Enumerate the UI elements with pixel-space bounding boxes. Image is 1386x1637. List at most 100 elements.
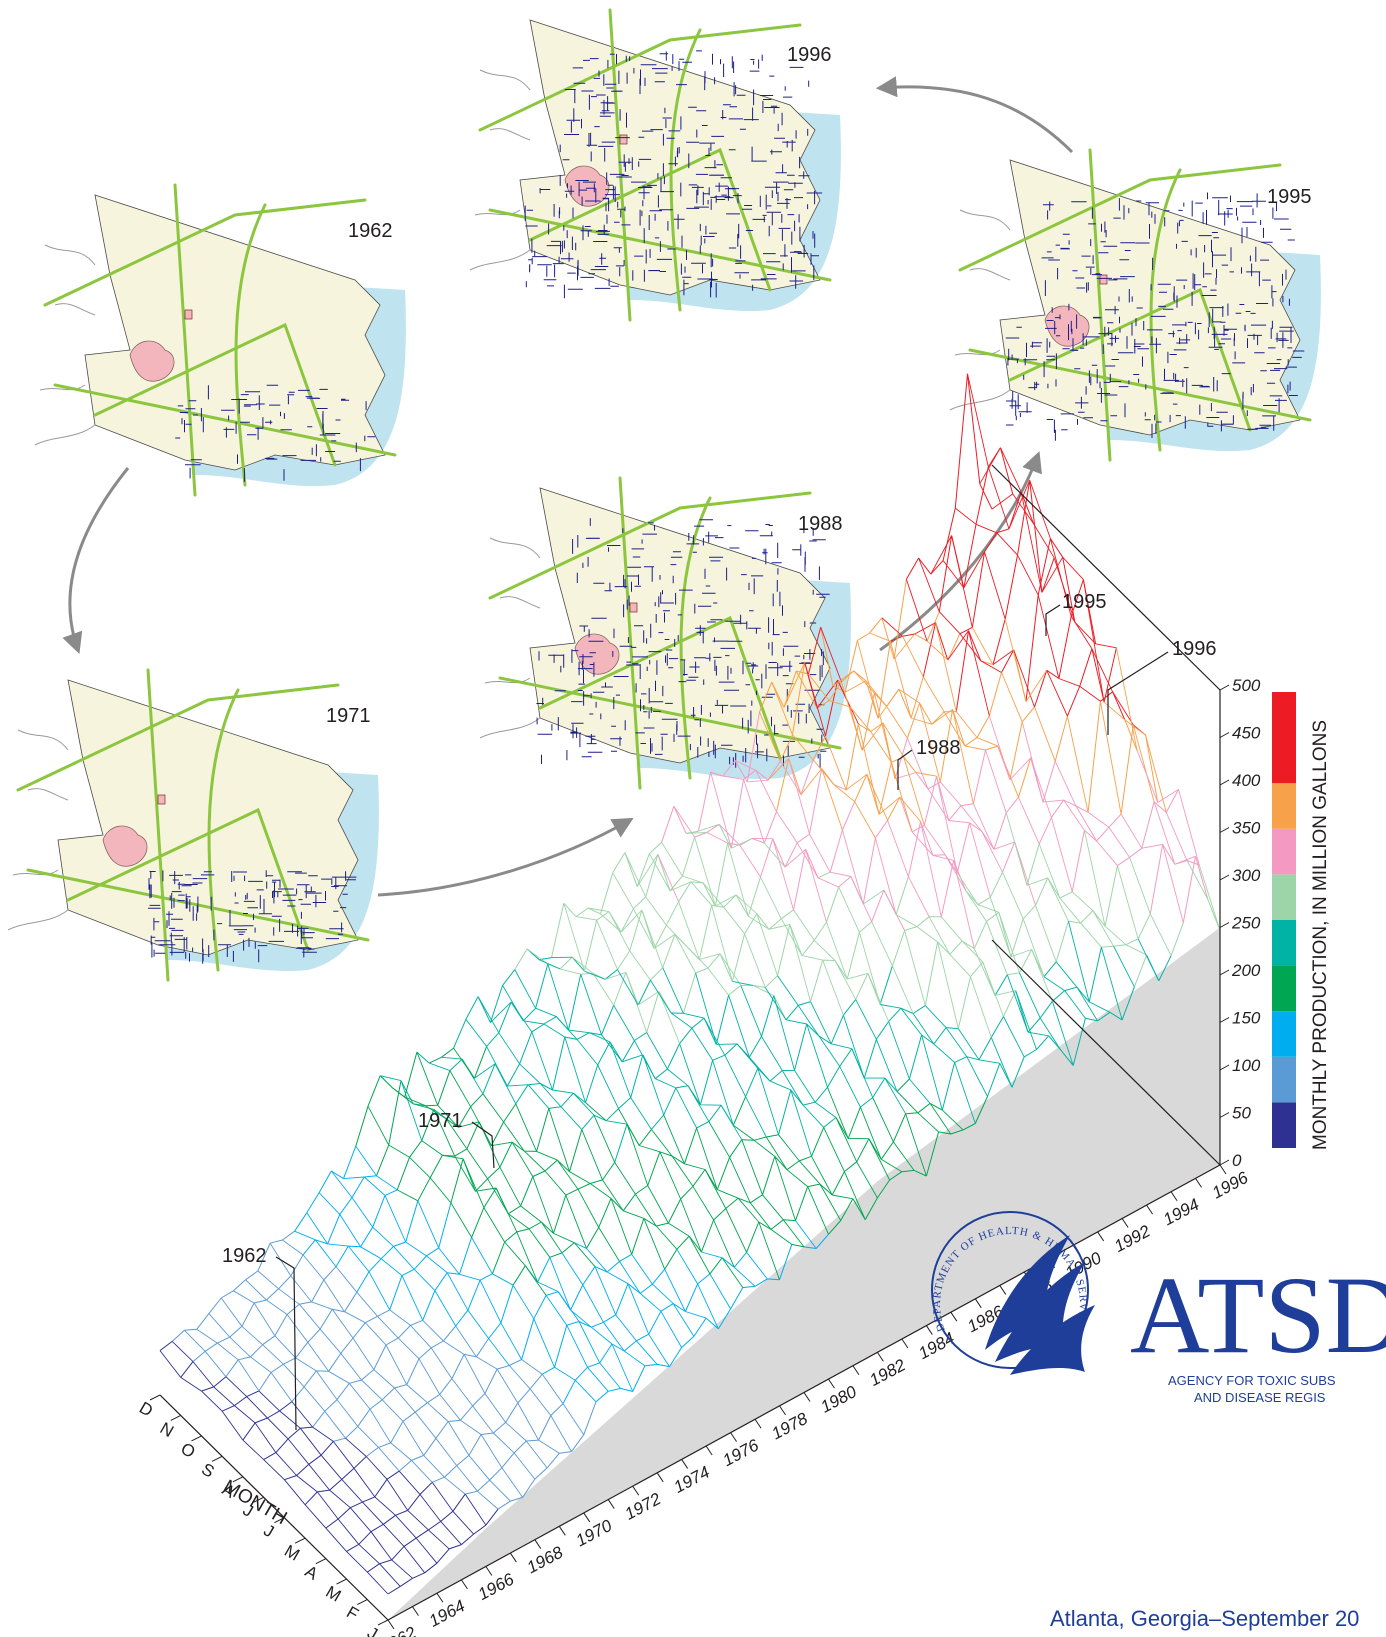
mesh-month-line [201, 1376, 227, 1392]
mesh-year-line [1043, 976, 1086, 1019]
mesh-year-line [561, 1252, 646, 1367]
mesh-year-line [912, 1013, 976, 1124]
mesh-year-line [575, 916, 681, 1044]
mesh-month-line [221, 1390, 260, 1412]
mesh-month-line [631, 1134, 779, 1255]
mesh-year-line [844, 680, 908, 739]
mesh-year-line [1038, 843, 1102, 948]
year-tick-label: 1964 [426, 1596, 468, 1631]
mesh-month-line [367, 1493, 466, 1573]
logo-tagline-2: AND DISEASE REGIS [1194, 1390, 1326, 1405]
mesh-year-line [294, 1230, 337, 1267]
year-tick-label: 1966 [475, 1569, 518, 1604]
mesh-month-line [779, 611, 940, 762]
year-tick [803, 1392, 811, 1402]
year-tick [460, 1579, 468, 1590]
z-tick-label: 350 [1232, 819, 1261, 838]
month-tick-label: F [343, 1603, 361, 1625]
year-tick [509, 1552, 517, 1563]
mesh-year-line [895, 914, 959, 1029]
mesh-month-line [1149, 844, 1200, 914]
reservoir [1044, 305, 1090, 347]
year-tick [876, 1352, 884, 1362]
z-tick [1219, 969, 1230, 976]
mesh-year-line [686, 832, 811, 1002]
mesh-year-line [258, 1390, 426, 1574]
z-tick-label: 200 [1231, 961, 1261, 980]
year-tick [901, 1338, 909, 1349]
mesh-month-line [791, 1096, 988, 1248]
month-tick-label: O [178, 1439, 199, 1462]
mesh-year-line [1083, 830, 1147, 956]
mesh-year-line [184, 1329, 227, 1377]
mesh-month-line [159, 1341, 173, 1351]
year-tick [583, 1512, 591, 1523]
year-tick [534, 1539, 542, 1549]
year-tick-label: 1974 [671, 1462, 713, 1497]
mesh-year-line [404, 1096, 551, 1258]
z-tick-label: 150 [1232, 1009, 1261, 1028]
atsdr-wordmark: ATSDR [1130, 1254, 1386, 1376]
legend-swatch [1272, 920, 1296, 966]
mesh-year-line [661, 842, 766, 988]
mesh-year-line [701, 1251, 723, 1259]
mesh-year-line [1120, 813, 1184, 923]
mesh-month-line [924, 877, 1073, 1006]
mesh-year-line [989, 897, 1053, 1002]
arrow-1971-to-1988 [377, 817, 634, 897]
mesh-year-line [859, 1106, 903, 1173]
mesh-month-line [1034, 579, 1097, 708]
mesh-year-line [464, 1493, 487, 1526]
mesh-year-line [651, 1129, 735, 1268]
mesh-year-line [588, 907, 651, 981]
mesh-year-line [696, 1127, 780, 1280]
mesh-month-line [595, 1233, 829, 1403]
legend-swatch [1272, 1056, 1296, 1103]
mesh-year-line [965, 890, 1008, 975]
mesh-year-line [942, 551, 1068, 717]
legend-swatch [1272, 783, 1296, 829]
mesh-year-line [537, 1281, 621, 1389]
back-wall [388, 927, 1220, 1620]
z-tick-label: 450 [1232, 724, 1261, 743]
surface-mesh [159, 373, 1221, 1595]
mesh-year-line [1051, 1001, 1074, 1066]
legend-swatch [1272, 1102, 1296, 1148]
mesh-year-line [676, 1249, 719, 1330]
mesh-year-line [482, 1093, 587, 1249]
mesh-year-line [521, 1359, 585, 1435]
highways [488, 476, 842, 790]
mesh-year-line [732, 980, 837, 1118]
mesh-month-line [793, 772, 941, 910]
mesh-month-line [192, 1254, 304, 1362]
mesh-month-line [225, 1266, 337, 1377]
streams [949, 209, 1011, 411]
mesh-year-line [1006, 974, 1049, 1037]
mesh-year-line [767, 758, 790, 781]
plant-site [157, 794, 166, 805]
mesh-month-line [1100, 691, 1126, 721]
mesh-month-line [515, 979, 651, 1105]
mesh-year-line [490, 1001, 595, 1116]
mesh-year-line [429, 1062, 451, 1072]
z-tick [1219, 874, 1230, 881]
mesh-year-line [741, 1139, 805, 1248]
mesh-year-line [335, 1266, 523, 1498]
z-tick [1219, 779, 1230, 786]
mesh-year-line [585, 1102, 711, 1275]
year-tick [779, 1405, 786, 1416]
mesh-month-line [514, 830, 699, 970]
water-mains [148, 870, 357, 964]
year-tick-label: 1978 [768, 1409, 811, 1444]
plant-site [619, 134, 628, 145]
mesh-month-line [1117, 789, 1179, 867]
water-mains [524, 50, 823, 299]
year-tick-label: 1996 [1209, 1168, 1252, 1203]
mesh-year-line [514, 969, 619, 1109]
z-tick [1219, 922, 1230, 928]
year-tick [1121, 1218, 1129, 1228]
mesh-month-line [180, 1361, 194, 1378]
mesh-month-line [242, 1401, 293, 1441]
mesh-year-line [871, 921, 914, 1014]
mesh-year-line [398, 1470, 462, 1545]
